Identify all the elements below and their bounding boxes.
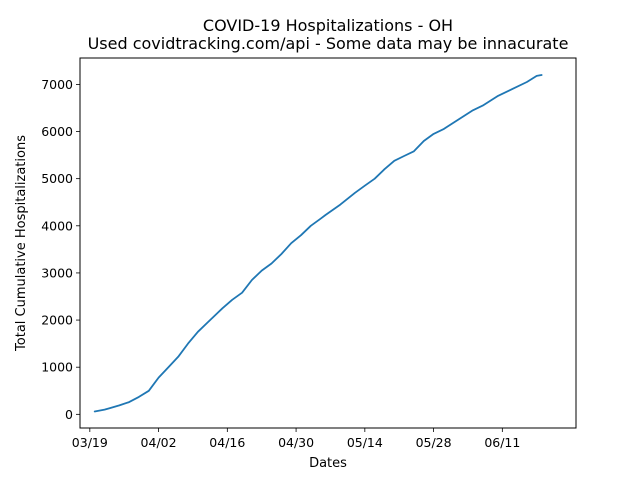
x-tick-label: 04/16 [209, 435, 245, 450]
y-tick-label: 5000 [41, 171, 73, 186]
x-tick-label: 06/11 [484, 435, 520, 450]
x-tick-label: 03/19 [72, 435, 108, 450]
y-tick-label: 3000 [41, 265, 73, 280]
series-line [93, 74, 543, 413]
y-axis-label: Total Cumulative Hospitalizations [14, 135, 29, 352]
y-tick-label: 1000 [41, 360, 73, 375]
y-axis-ticks: 0 1000 2000 3000 4000 5000 6000 7000 [41, 77, 80, 422]
x-tick-label: 04/30 [278, 435, 314, 450]
y-tick-label: 7000 [41, 77, 73, 92]
chart-title: COVID-19 Hospitalizations - OH [203, 16, 453, 35]
x-tick-label: 05/14 [347, 435, 383, 450]
y-tick-label: 2000 [41, 313, 73, 328]
y-tick-label: 0 [65, 407, 73, 422]
y-tick-label: 6000 [41, 124, 73, 139]
plot-frame [79, 57, 577, 429]
x-tick-label: 05/28 [416, 435, 452, 450]
x-tick-label: 04/02 [141, 435, 177, 450]
x-axis-ticks: 03/19 04/02 04/16 04/30 05/14 05/28 06/11 [72, 428, 520, 450]
x-axis-label: Dates [309, 456, 347, 471]
chart-subtitle: Used covidtracking.com/api - Some data m… [88, 34, 569, 53]
y-tick-label: 4000 [41, 218, 73, 233]
